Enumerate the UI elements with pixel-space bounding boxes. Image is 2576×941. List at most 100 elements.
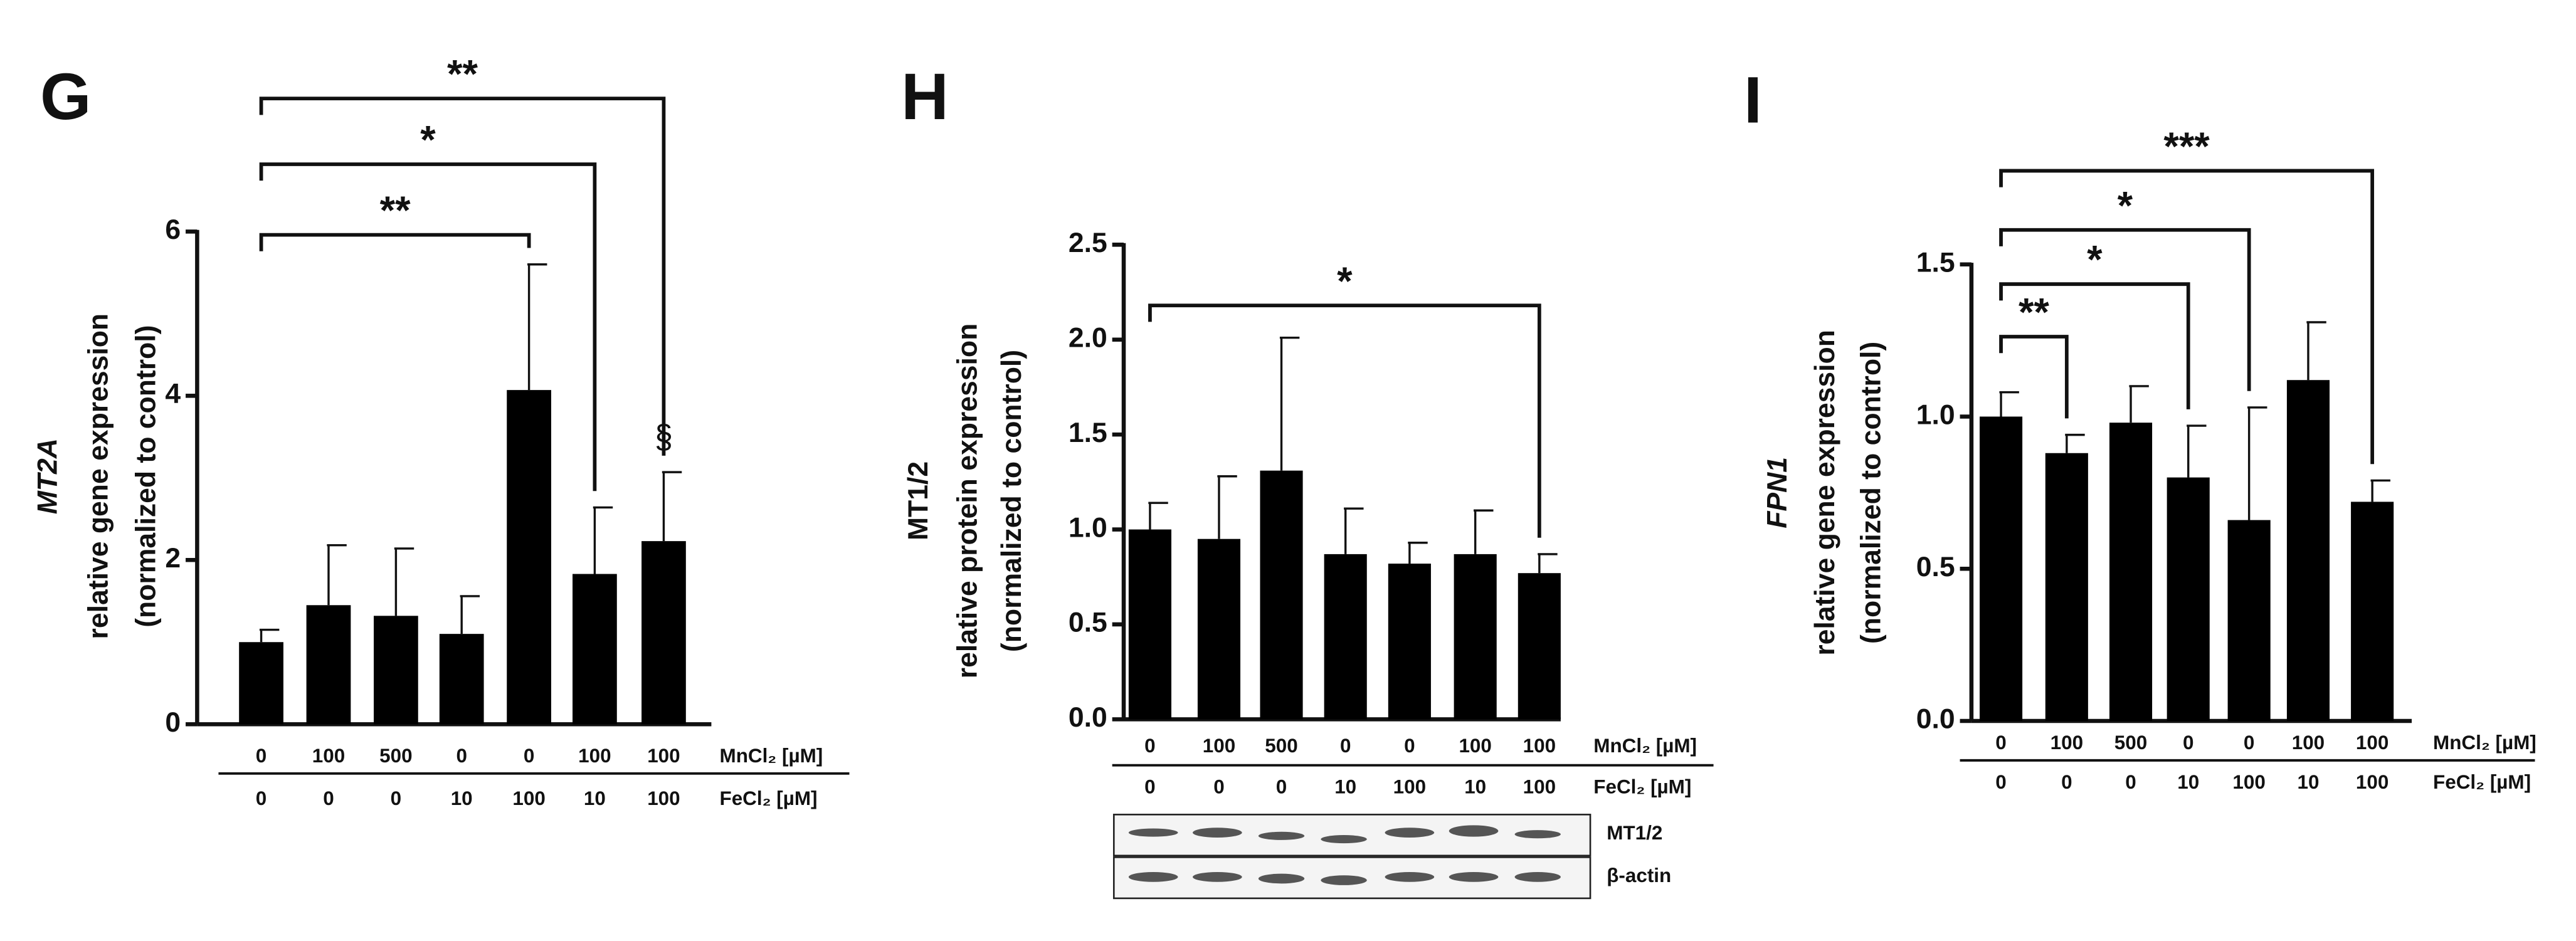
y-tick-label: 1.0: [1916, 399, 1955, 430]
condition-value: 100: [2051, 732, 2083, 754]
condition-value: 100: [1523, 776, 1556, 798]
band: [1385, 871, 1435, 882]
bar: [2351, 502, 2394, 721]
y-tick-label: 2.5: [1069, 228, 1107, 258]
condition-value: 100: [2356, 771, 2389, 793]
significance-label: *: [1337, 260, 1353, 303]
bar: [439, 634, 484, 725]
bar: [306, 605, 351, 725]
significance-bracket: [1999, 228, 2251, 391]
condition-value: 0: [256, 745, 267, 767]
y-axis-label: (normalized to control): [1855, 342, 1886, 644]
condition-value: 0: [524, 745, 534, 767]
condition-label: MnCl₂ [µM]: [1593, 735, 1697, 757]
bar: [507, 390, 551, 725]
panel: I FPN1 relative gene expression (normalized…: [1744, 63, 2536, 792]
condition-value: 0: [2061, 771, 2072, 793]
bar: [2286, 380, 2330, 721]
band: [1449, 871, 1499, 882]
bar: [2227, 520, 2271, 721]
condition-value: 10: [1334, 776, 1356, 798]
blot-bands: [1128, 825, 1561, 885]
bar: [2167, 477, 2210, 721]
panel: G MT2A relative gene expression (normalized…: [32, 53, 850, 809]
y-tick-label: 2: [165, 543, 181, 574]
condition-value: 100: [1523, 735, 1556, 757]
bar: [239, 642, 283, 725]
condition-label: FeCl₂ [µM]: [1593, 776, 1691, 798]
significance-bracket: [259, 162, 597, 492]
blot-row: [1112, 813, 1592, 857]
condition-value: 0: [1213, 776, 1224, 798]
band: [1321, 875, 1367, 885]
condition-value: 10: [584, 787, 606, 809]
y-axis-label: MT1/2: [903, 461, 934, 540]
band: [1514, 830, 1561, 839]
significance-label: **: [380, 189, 411, 233]
condition-value: 100: [2232, 771, 2265, 793]
bar: [1454, 554, 1497, 720]
condition-value: 0: [2183, 732, 2193, 754]
significance-bracket: [1148, 303, 1541, 538]
bar: [573, 574, 617, 725]
y-axis-label: (normalized to control): [131, 325, 162, 628]
band: [1193, 871, 1242, 882]
y-axis-label: FPN1: [1762, 457, 1793, 528]
panel-letter: I: [1744, 63, 1762, 137]
condition-value: 0: [391, 787, 401, 809]
significance-label: *: [2087, 238, 2103, 282]
significance-bracket: [1999, 335, 2069, 419]
band: [1128, 871, 1178, 882]
y-tick-label: 6: [165, 214, 181, 245]
band: [1258, 831, 1305, 840]
condition-value: 0: [1340, 735, 1351, 757]
western-blot: [1112, 813, 1592, 900]
condition-value: 0: [2244, 732, 2254, 754]
condition-value: 100: [512, 787, 545, 809]
condition-value: 100: [1459, 735, 1491, 757]
blot-label: MT1/2: [1607, 822, 1662, 844]
condition-value: 0: [1995, 732, 2006, 754]
condition-value: 100: [1203, 735, 1235, 757]
bar: [1128, 529, 1171, 720]
condition-label: MnCl₂ [µM]: [720, 745, 823, 767]
y-tick-label: 0.0: [1069, 702, 1107, 733]
y-axis-label: relative gene expression: [1810, 330, 1840, 656]
band: [1193, 828, 1242, 838]
condition-value: 10: [2177, 771, 2199, 793]
condition-value: 0: [323, 787, 334, 809]
bar: [641, 541, 686, 725]
y-tick-label: 0.0: [1916, 704, 1955, 735]
bar: [1388, 564, 1431, 720]
y-tick-label: 1.5: [1916, 248, 1955, 278]
condition-value: 100: [312, 745, 345, 767]
significance-bracket: [259, 233, 531, 251]
y-tick-label: 2.0: [1069, 322, 1107, 353]
bar: [2045, 453, 2088, 721]
significance-label: *: [2118, 184, 2133, 228]
condition-value: 10: [1464, 776, 1486, 798]
panel: H MT1/2 relative protein expression (normal…: [901, 60, 1714, 886]
condition-value: 500: [1265, 735, 1297, 757]
significance-label: *: [420, 118, 436, 162]
condition-value: 0: [1144, 776, 1155, 798]
y-axis-label: relative protein expression: [953, 323, 983, 679]
y-axis-label: relative gene expression: [83, 313, 114, 639]
condition-value: 10: [2297, 771, 2319, 793]
y-tick-label: 0.5: [1916, 552, 1955, 582]
significance-label: **: [447, 53, 478, 97]
bar: [1518, 573, 1561, 720]
bar: [2109, 423, 2153, 721]
band: [1385, 828, 1435, 838]
condition-value: 500: [2114, 732, 2147, 754]
panel-letter: H: [901, 60, 949, 134]
condition-value: 0: [1276, 776, 1287, 798]
band: [1514, 871, 1561, 882]
y-axis-label: (normalized to control): [996, 350, 1027, 652]
condition-label: MnCl₂ [µM]: [2433, 732, 2536, 754]
bar: [1324, 554, 1367, 720]
condition-value: 100: [647, 787, 680, 809]
condition-value: 100: [2356, 732, 2389, 754]
condition-value: 0: [1995, 771, 2006, 793]
